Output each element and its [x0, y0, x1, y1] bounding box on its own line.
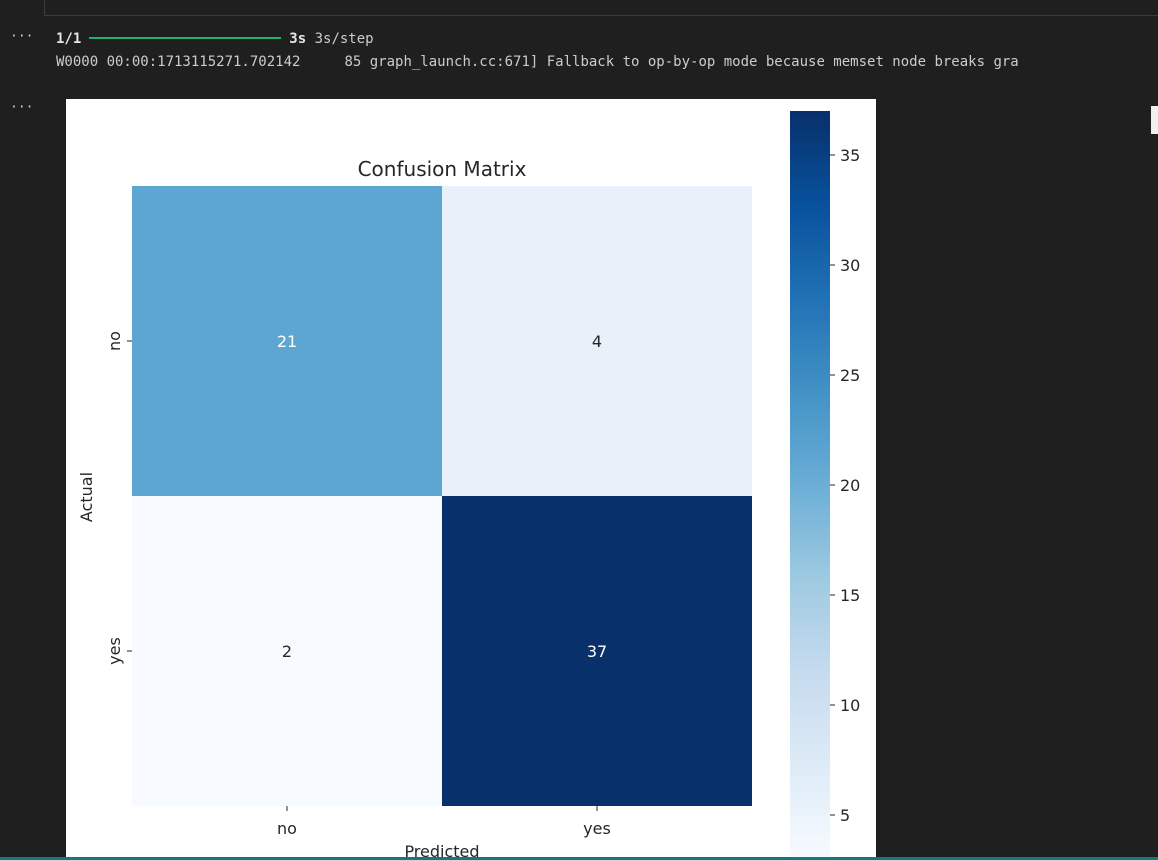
progress-time: 3s — [289, 31, 307, 47]
colorbar-tick-label: 25 — [840, 366, 860, 385]
progress-rate: 3s/step — [314, 31, 374, 47]
progress-step: 1/1 — [56, 31, 82, 47]
cell-value-label: 37 — [587, 642, 607, 661]
warning-log-line: W0000 00:00:1713115271.702142 85 graph_la… — [56, 54, 1019, 70]
heatmap-cell — [132, 496, 442, 806]
log-prefix: W0000 00:00:1713115271.702142 — [56, 54, 301, 70]
plot-output-menu-icon[interactable]: ··· — [10, 100, 34, 115]
scrollbar-handle[interactable] — [1151, 106, 1158, 134]
heatmap-cell — [442, 496, 752, 806]
colorbar-tick-label: 5 — [840, 806, 850, 825]
heatmap-cell — [132, 186, 442, 496]
heatmap-cells: 21 4 2 37 — [132, 186, 752, 806]
top-strip — [0, 0, 1158, 16]
bottom-accent-bar — [0, 857, 1158, 860]
axis-ticks: no yes no yes — [105, 331, 611, 838]
y-tick-label: no — [105, 331, 124, 351]
cell-value-label: 4 — [592, 332, 602, 351]
heatmap-cell — [442, 186, 752, 496]
previous-cell-edge — [44, 0, 1158, 16]
colorbar-tick-label: 35 — [840, 146, 860, 165]
progress-line: 1/1 3s 3s/step — [56, 31, 374, 47]
chart-title: Confusion Matrix — [358, 157, 527, 181]
output-menu-icon[interactable]: ··· — [10, 29, 34, 44]
colorbar-tick-label: 10 — [840, 696, 860, 715]
colorbar — [790, 111, 830, 860]
confusion-matrix-svg: Confusion Matrix 21 4 2 37 no yes no yes Predi… — [77, 111, 860, 860]
confusion-matrix-plot: Confusion Matrix 21 4 2 37 no yes no yes Predi… — [66, 99, 876, 860]
x-axis-label: Predicted — [404, 842, 479, 860]
log-message: 85 graph_launch.cc:671] Fallback to op-b… — [344, 54, 1019, 70]
colorbar-ticks: 5 10 15 20 25 30 35 — [830, 146, 860, 825]
x-tick-label: no — [277, 819, 297, 838]
progress-bar — [89, 36, 282, 39]
colorbar-tick-label: 15 — [840, 586, 860, 605]
cell-value-label: 21 — [277, 332, 297, 351]
colorbar-tick-label: 20 — [840, 476, 860, 495]
y-tick-label: yes — [105, 637, 124, 665]
x-tick-label: yes — [583, 819, 611, 838]
cell-value-label: 2 — [282, 642, 292, 661]
colorbar-tick-label: 30 — [840, 256, 860, 275]
y-axis-label: Actual — [77, 472, 96, 522]
